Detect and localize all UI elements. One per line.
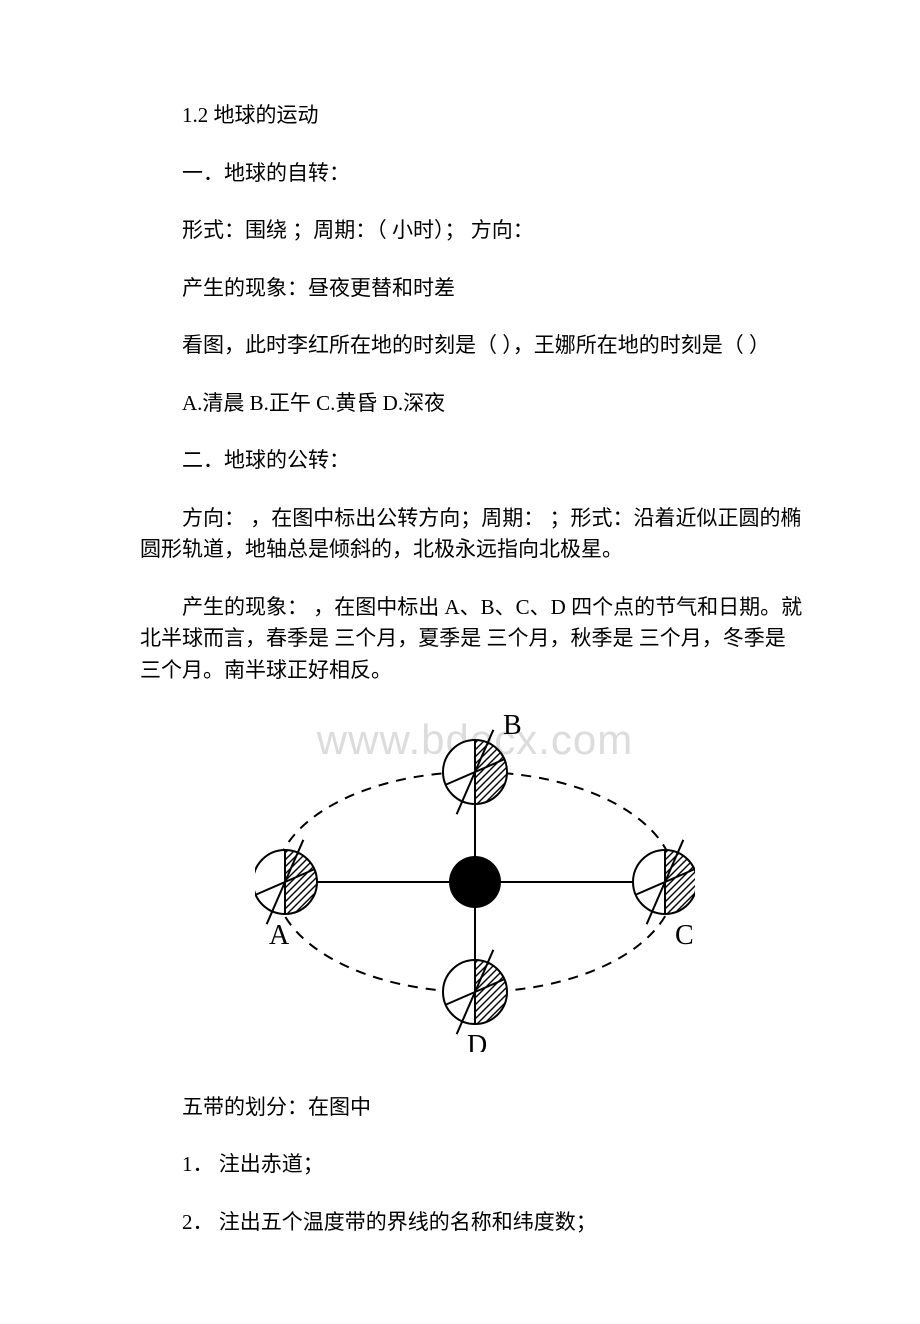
para-options: A.清晨 B.正午 C.黄昏 D.深夜 bbox=[140, 388, 810, 420]
para-question-time: 看图，此时李红所在地的时刻是（ ），王娜所在地的时刻是（ ） bbox=[140, 330, 810, 362]
para-phenomenon-2: 产生的现象： ，在图中标出 A、B、C、D 四个点的节气和日期。就北半球而言，春… bbox=[140, 592, 810, 687]
heading-rotation: 一．地球的自转： bbox=[140, 158, 810, 190]
para-five-zones: 五带的划分：在图中 bbox=[140, 1092, 810, 1124]
para-phenomenon-1: 产生的现象：昼夜更替和时差 bbox=[140, 273, 810, 305]
svg-text:B: B bbox=[503, 712, 522, 741]
heading-revolution: 二．地球的公转： bbox=[140, 445, 810, 477]
earth-orbit-svg: A B C D bbox=[255, 712, 695, 1052]
para-direction: 方向： ，在图中标出公转方向；周期： ；形式：沿着近似正圆的椭圆形轨道，地轴总是… bbox=[140, 503, 810, 566]
orbit-diagram: A B C D bbox=[140, 712, 810, 1062]
para-item-2: 2． 注出五个温度带的界线的名称和纬度数； bbox=[140, 1207, 810, 1239]
para-item-1: 1． 注出赤道； bbox=[140, 1149, 810, 1181]
svg-text:A: A bbox=[269, 920, 290, 951]
diagram-section: www.bdocx.com ABCD bbox=[140, 712, 810, 1062]
svg-text:D: D bbox=[467, 1030, 487, 1052]
svg-text:C: C bbox=[675, 920, 694, 951]
para-form-period: 形式：围绕 ；周期：（ 小时）； 方向： bbox=[140, 215, 810, 247]
section-title: 1.2 地球的运动 bbox=[140, 100, 810, 132]
